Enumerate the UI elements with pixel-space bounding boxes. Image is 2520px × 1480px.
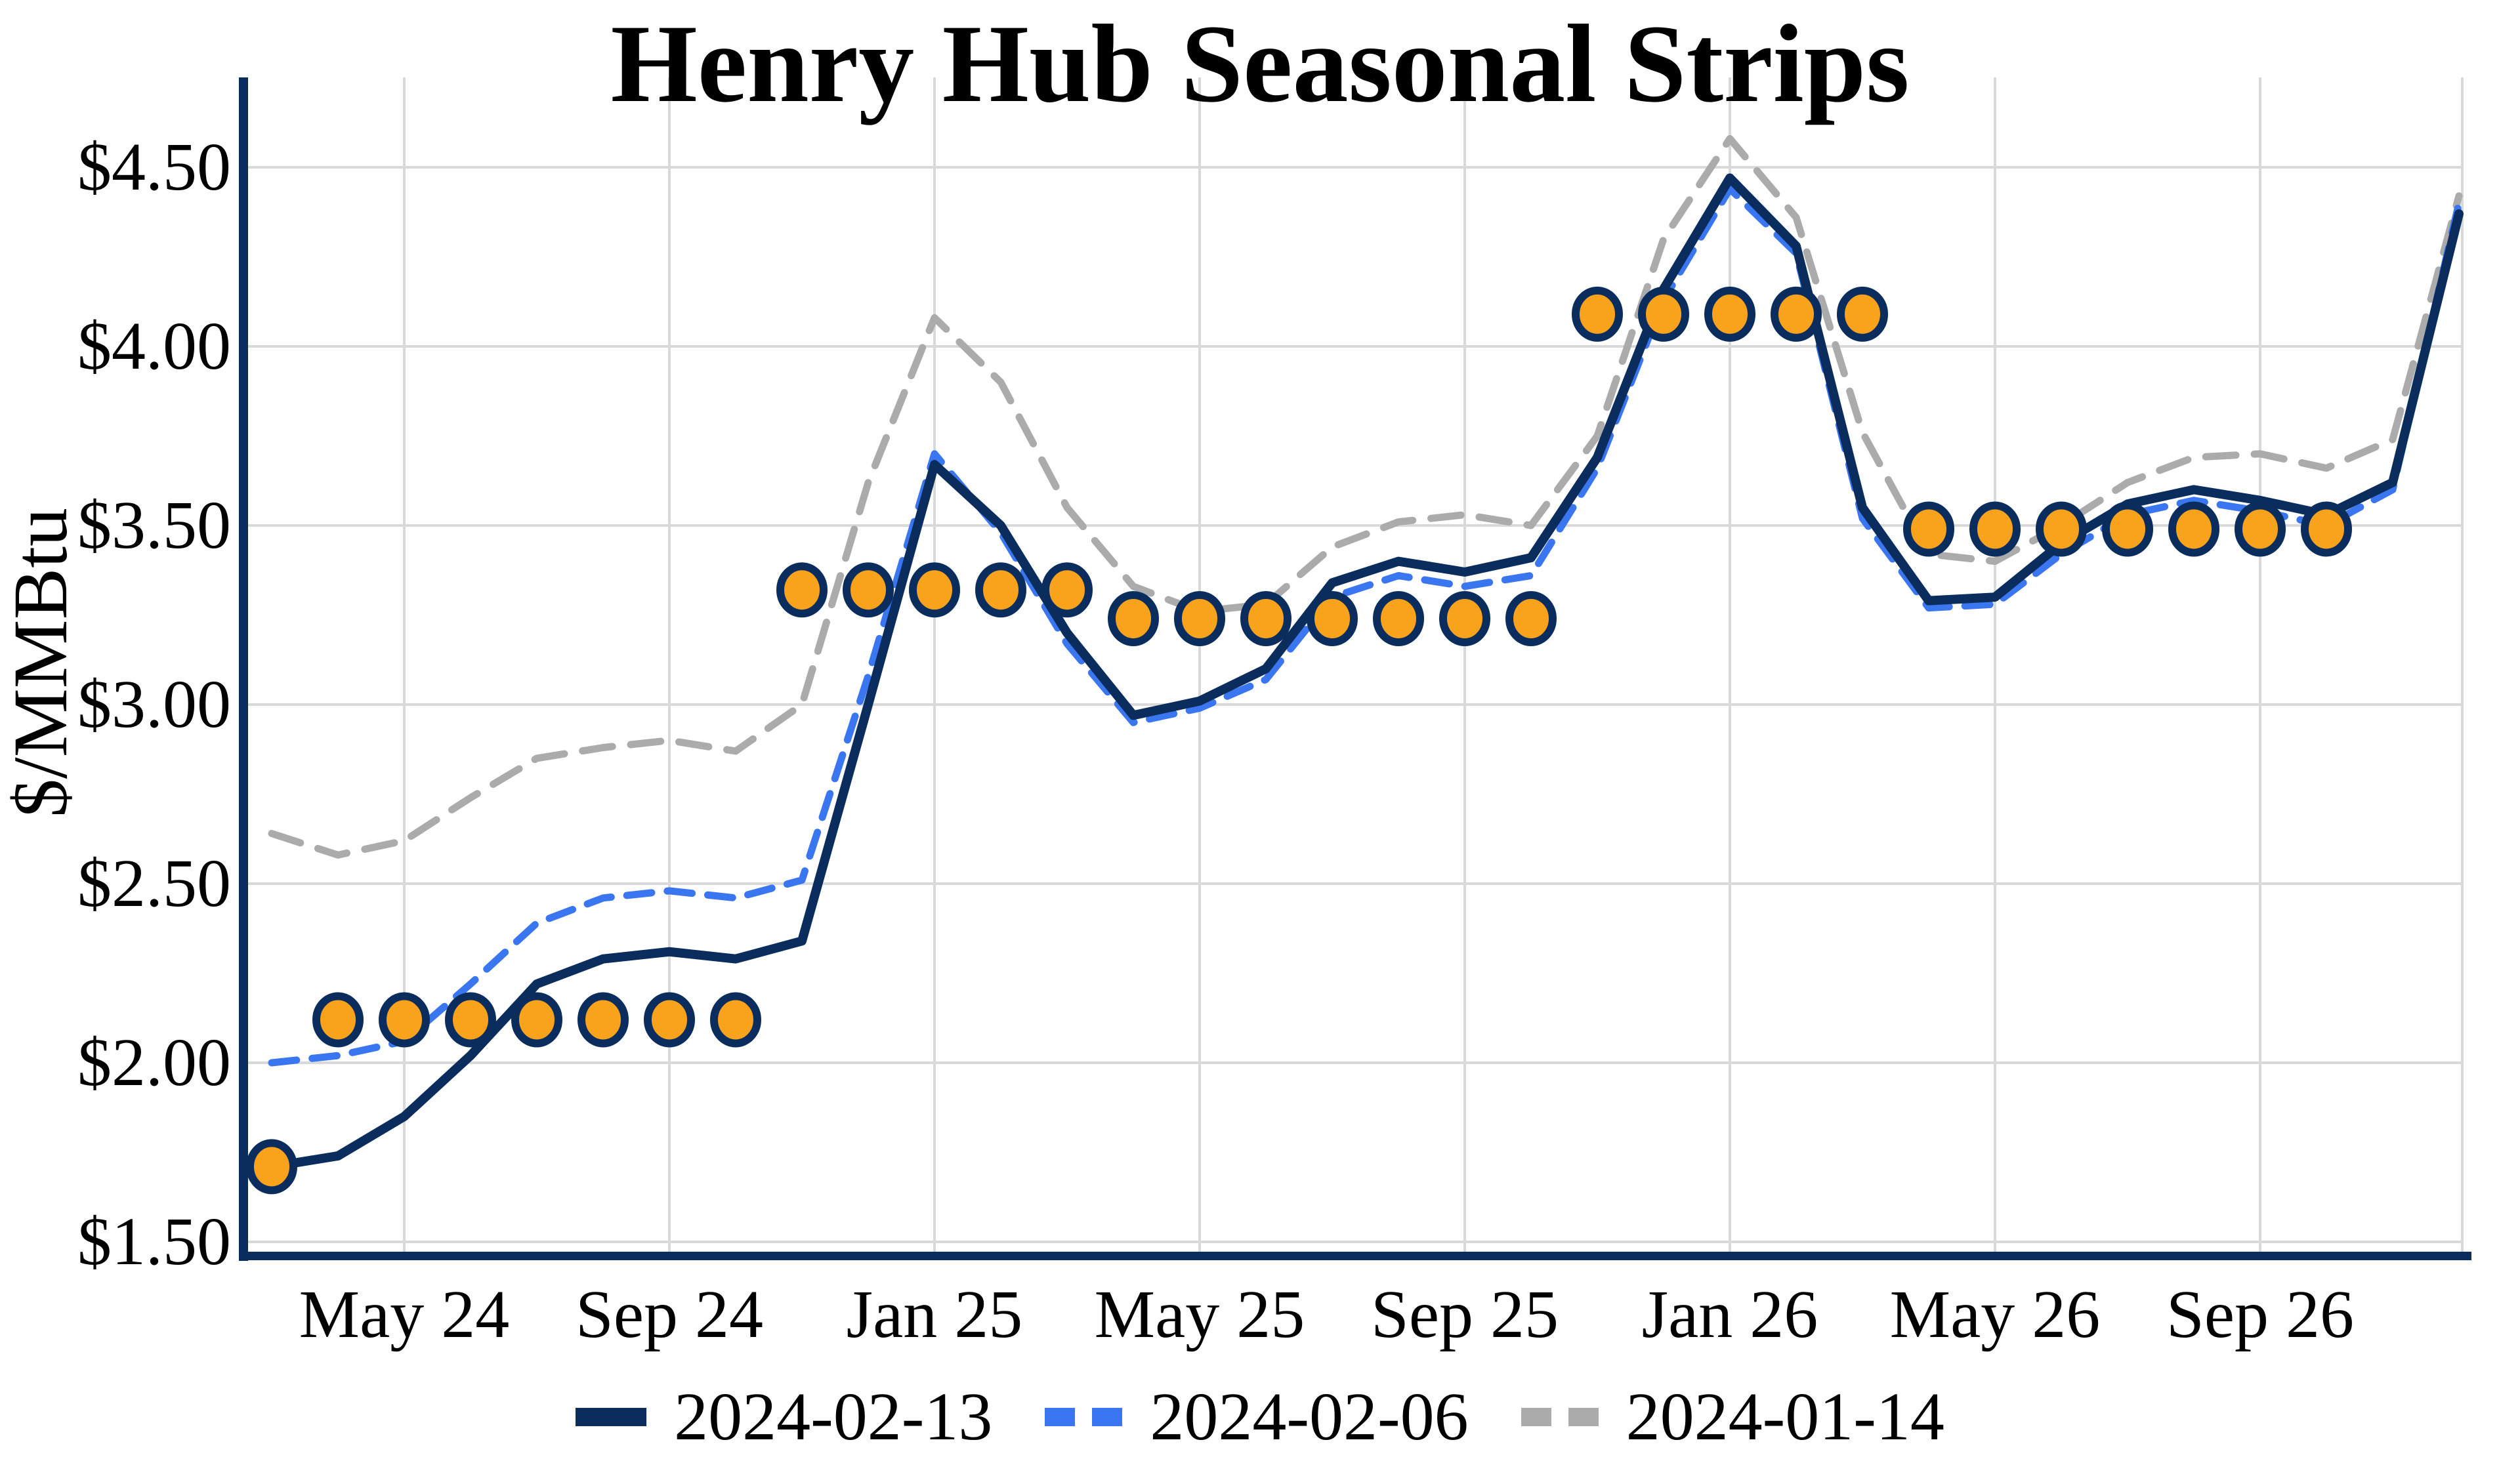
legend-swatch-solid-line: [576, 1408, 647, 1426]
y-tick-label: $4.00: [77, 308, 231, 384]
y-tick-label: $3.50: [77, 487, 231, 563]
legend-dash-segment: [1521, 1408, 1551, 1426]
strip-dot: [1638, 286, 1689, 342]
legend-dash-segment: [1568, 1408, 1599, 1426]
chart-title: Henry Hub Seasonal Strips: [610, 2, 1910, 125]
strip-dot: [2036, 501, 2087, 557]
legend-item: 2024-02-13: [576, 1383, 992, 1451]
strip-dot: [2168, 501, 2219, 557]
y-tick-label: $1.50: [77, 1204, 231, 1279]
strip-dot: [1505, 590, 1557, 646]
legend-label: 2024-02-06: [1150, 1379, 1469, 1454]
strip-dot: [511, 992, 562, 1048]
strip-dot: [1373, 590, 1424, 646]
strip-dot: [975, 562, 1026, 618]
legend-line-segment: [576, 1408, 647, 1426]
strip-dot: [776, 562, 828, 618]
strip-dot: [1969, 501, 2021, 557]
legend-label: 2024-02-13: [674, 1379, 993, 1454]
legend-item: 2024-01-14: [1521, 1383, 1944, 1451]
strip-dot: [2301, 501, 2352, 557]
series-line-2024-02-06: [268, 185, 2463, 1067]
legend-dash-segment: [1092, 1408, 1123, 1426]
legend-swatch-dashed-line: [1045, 1408, 1123, 1426]
strip-dot: [1572, 286, 1623, 342]
strip-dot: [1704, 286, 1755, 342]
x-tick-label: Sep 26: [2166, 1277, 2354, 1352]
strip-dot: [1240, 590, 1292, 646]
strip-dot: [379, 992, 430, 1048]
strip-dot: [2235, 501, 2286, 557]
strip-dot: [1307, 590, 1358, 646]
strip-dot: [644, 992, 695, 1048]
series-line-2024-01-14: [268, 134, 2463, 859]
strip-dot: [246, 1139, 297, 1195]
strip-dot: [1903, 501, 1954, 557]
strip-dot: [578, 992, 629, 1048]
legend-swatch-dashed-line: [1521, 1408, 1599, 1426]
strip-dot: [909, 562, 960, 618]
y-tick-label: $2.50: [77, 846, 231, 921]
x-tick-label: Sep 25: [1371, 1277, 1559, 1352]
x-tick-label: Sep 24: [576, 1277, 763, 1352]
legend-dash-segment: [1045, 1408, 1076, 1426]
x-tick-label: May 26: [1889, 1277, 2101, 1352]
x-tick-label: May 25: [1094, 1277, 1305, 1352]
strip-dot: [1041, 562, 1093, 618]
strip-dot: [1174, 590, 1225, 646]
strip-dot: [1439, 590, 1490, 646]
strip-dot: [843, 562, 894, 618]
y-tick-label: $4.50: [77, 129, 231, 205]
strip-dot: [1771, 286, 1822, 342]
x-tick-label: Jan 25: [846, 1277, 1023, 1352]
strip-dot: [312, 992, 364, 1048]
y-tick-label: $3.00: [77, 667, 231, 742]
strip-dot: [445, 992, 496, 1048]
y-tick-label: $2.00: [77, 1025, 231, 1100]
legend-item: 2024-02-06: [1045, 1379, 1469, 1454]
x-tick-label: May 24: [299, 1277, 510, 1352]
legend-label: 2024-01-14: [1626, 1379, 1944, 1454]
strip-dot: [710, 992, 761, 1048]
series-line-2024-02-13: [267, 173, 2464, 1172]
y-axis-line: [239, 77, 248, 1261]
strip-dot: [2102, 501, 2153, 557]
strip-dot: [1837, 286, 1888, 342]
x-tick-label: Jan 26: [1641, 1277, 1818, 1352]
legend: 2024-02-13 2024-02-06 2024-01-14: [0, 1383, 2520, 1451]
strip-dot: [1108, 590, 1159, 646]
x-axis-line: [239, 1252, 2471, 1260]
